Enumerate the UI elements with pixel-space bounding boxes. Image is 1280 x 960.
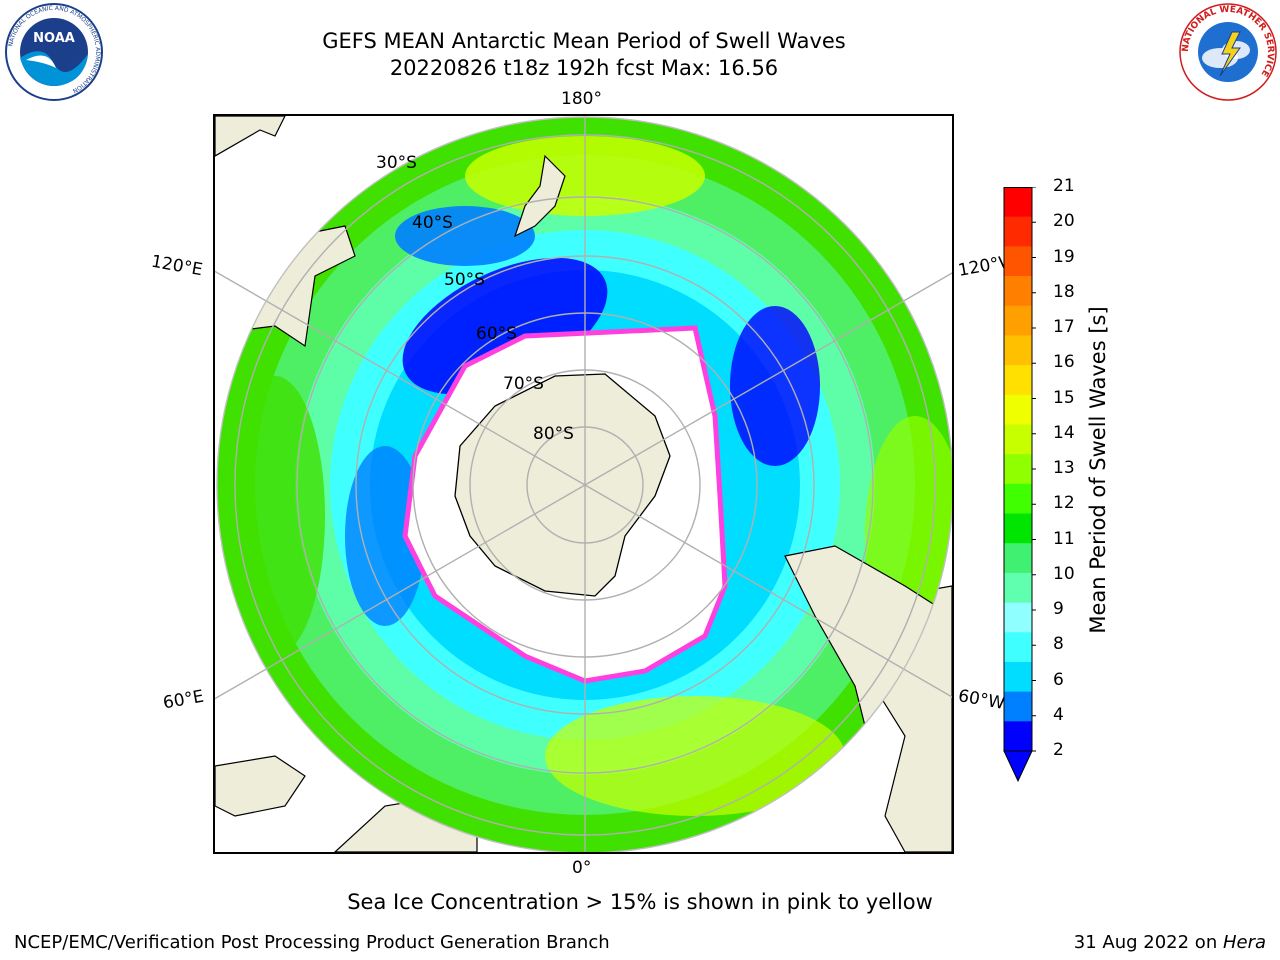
footer-date: 31 Aug 2022 on Hera	[1074, 932, 1266, 953]
lat-label-50s: 50°S	[444, 270, 485, 290]
colorbar-segment	[1004, 365, 1032, 396]
lon-label-60w: 60°W	[956, 686, 1007, 714]
colorbar-extend-arrow	[1003, 750, 1033, 783]
lat-label-40s: 40°S	[412, 213, 453, 233]
colorbar-segment	[1004, 276, 1032, 307]
meridian-line	[584, 272, 952, 486]
colorbar-segment	[1004, 454, 1032, 485]
lat-label-70s: 70°S	[503, 374, 544, 394]
lon-label-60e: 60°E	[161, 686, 206, 714]
meridian-line	[215, 484, 586, 700]
graticule	[215, 116, 952, 852]
noaa-text: NOAA	[33, 31, 75, 46]
colorbar-tick-label: 2	[1053, 740, 1064, 760]
colorbar-segment	[1004, 661, 1032, 693]
colorbar-segment	[1004, 543, 1032, 574]
colorbar-segment	[1004, 216, 1032, 247]
colorbar-segment	[1004, 187, 1032, 218]
colorbar-title: Mean Period of Swell Waves [s]	[1086, 306, 1110, 634]
colorbar-tick-label: 11	[1053, 528, 1075, 549]
sea-ice-note: Sea Ice Concentration > 15% is shown in …	[347, 890, 933, 914]
swell-low-patch-4	[395, 206, 535, 266]
colorbar-tick-label: 18	[1053, 281, 1075, 302]
new-zealand	[513, 154, 566, 238]
lat-label-30s: 30°S	[376, 153, 417, 173]
colorbar-tick-label: 19	[1053, 246, 1075, 267]
map-frame	[213, 114, 954, 854]
lat-label-60s: 60°S	[476, 324, 517, 344]
lon-label-180: 180°	[561, 89, 602, 109]
colorbar-tick-label: 14	[1053, 422, 1075, 443]
colorbar-segment	[1004, 335, 1032, 366]
colorbar-segment	[1004, 246, 1032, 277]
lon-label-120e: 120°E	[149, 251, 205, 281]
meridian-line	[584, 484, 952, 698]
footer-credit: NCEP/EMC/Verification Post Processing Pr…	[14, 932, 610, 953]
colorbar-tick-label: 13	[1053, 458, 1075, 478]
colorbar-tick-label: 6	[1053, 669, 1064, 690]
colorbar-tick-label: 20	[1053, 211, 1075, 232]
antarctica	[454, 373, 671, 597]
colorbar-segment	[1004, 483, 1032, 515]
colorbar-tick-label: 4	[1053, 704, 1064, 725]
colorbar-segment	[1004, 721, 1032, 752]
colorbar-tick-label: 10	[1053, 563, 1075, 584]
colorbar-tick-label: 9	[1053, 599, 1064, 619]
polar-map	[215, 116, 952, 852]
swell-patch-south	[545, 696, 845, 816]
colorbar-segment	[1004, 424, 1032, 455]
colorbar-tick-label: 17	[1053, 317, 1075, 337]
chart-title: GEFS MEAN Antarctic Mean Period of Swell…	[322, 29, 846, 53]
footer-date-text: 31 Aug 2022 on	[1073, 932, 1223, 953]
meridian-line	[215, 270, 586, 486]
colorbar-tick-label: 15	[1053, 387, 1075, 408]
colorbar-segment	[1004, 691, 1032, 722]
noaa-logo: NATIONAL OCEANIC AND ATMOSPHERIC ADMINIS…	[5, 3, 103, 101]
chart-subtitle: 20220826 t18z 192h fcst Max: 16.56	[389, 56, 779, 80]
nws-logo: NATIONAL WEATHER SERVICE	[1179, 3, 1277, 101]
footer-host: Hera	[1222, 932, 1266, 953]
colorbar-segment	[1004, 632, 1032, 663]
colorbar-tick-label: 16	[1053, 352, 1075, 373]
colorbar	[1003, 187, 1036, 783]
colorbar-segment	[1004, 513, 1032, 544]
swell-low-patch-2	[730, 306, 820, 466]
colorbar-segment	[1004, 572, 1032, 604]
lat-label-80s: 80°S	[533, 424, 574, 444]
colorbar-segment	[1004, 602, 1032, 633]
swell-low-patch-3	[345, 446, 425, 626]
colorbar-segment	[1004, 394, 1032, 425]
colorbar-tick-label: 21	[1053, 176, 1075, 196]
colorbar-tick-label: 12	[1053, 493, 1075, 514]
map-disk-edge	[216, 116, 952, 852]
lon-label-0: 0°	[572, 858, 592, 878]
colorbar-tick-label: 8	[1053, 634, 1064, 655]
colorbar-segment	[1004, 305, 1032, 336]
